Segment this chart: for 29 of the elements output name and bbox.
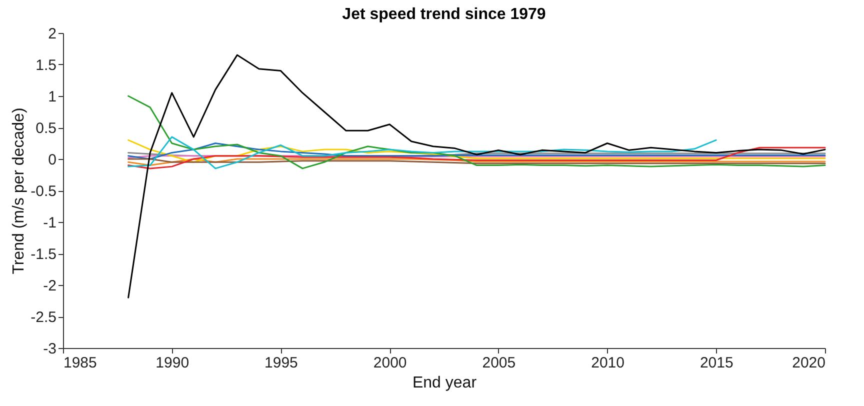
line-series: [128, 158, 826, 166]
line-series: [128, 142, 826, 160]
x-tick-label: 2010: [591, 354, 624, 372]
x-tick-label: 1990: [156, 354, 190, 372]
y-axis-title: Trend (m/s per decade): [10, 108, 28, 274]
y-tick-label: 0.5: [36, 120, 56, 137]
x-axis-title: End year: [412, 374, 478, 392]
y-tick-label: -3: [43, 340, 56, 358]
y-tick-label: 1: [48, 88, 56, 106]
line-series: [128, 136, 717, 170]
x-tick-label: 2005: [482, 354, 516, 372]
y-tick-label: -2.5: [30, 309, 56, 326]
x-tick-label: 2015: [700, 354, 734, 372]
y-tick-label: -1.5: [30, 246, 56, 263]
x-tick-label: 2020: [792, 354, 826, 372]
chart-title: Jet speed trend since 1979: [342, 6, 546, 23]
y-tick-label: -1: [43, 214, 56, 232]
line-series: [128, 146, 826, 170]
y-tick-label: 0: [48, 152, 56, 168]
y-tick-label: 1.5: [36, 57, 56, 74]
line-series: [128, 139, 826, 163]
y-tick-label: -2: [43, 278, 56, 294]
x-tick-label: 1985: [64, 354, 97, 372]
y-tick-label: -0.5: [30, 183, 56, 200]
x-tick-label: 1995: [264, 354, 298, 372]
line-series: [128, 95, 826, 170]
x-tick-label: 2000: [373, 354, 407, 372]
y-tick-label: 2: [48, 26, 56, 42]
line-series: [128, 54, 826, 298]
